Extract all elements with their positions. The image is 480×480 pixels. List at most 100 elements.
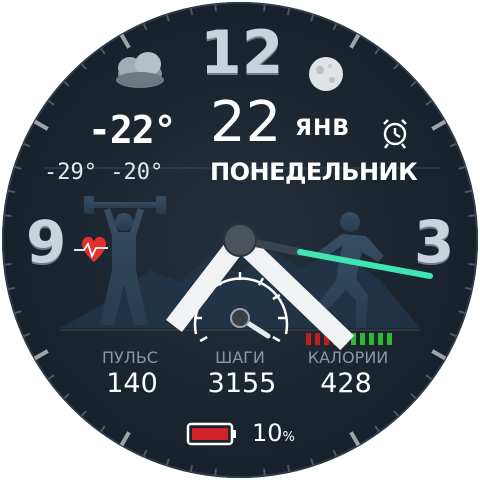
gauge-tick [257,277,265,286]
minute-tick [80,410,87,417]
minute-tick [214,468,217,476]
minute-tick [4,214,12,217]
calorie-bar [306,333,311,345]
minute-tick [142,23,148,31]
minute-tick [99,425,106,433]
minute-tick [468,263,476,266]
minute-tick [286,7,291,16]
date-month: ЯНВ [295,116,351,141]
minute-tick [80,63,87,70]
hour-marker-12: 12 [200,18,284,88]
minute-tick [374,47,381,55]
minute-tick [393,63,400,70]
temperature-range: -29° -20° [44,160,163,185]
temperature-low: -29° [44,160,97,185]
calorie-bar [378,333,383,345]
calorie-bar [360,333,365,345]
gauge-tick [272,335,281,343]
minute-tick [458,310,466,315]
gauge-tick [272,293,281,301]
minute-tick [14,310,22,315]
hour-tick [431,119,447,131]
hour-tick [33,119,49,131]
date-day[interactable]: 22 [210,90,282,155]
minute-tick [410,393,417,400]
minute-tick [310,14,315,22]
hour-tick [119,33,131,49]
minute-tick [189,464,194,473]
minute-tick [425,99,433,106]
hour-tick [33,349,49,361]
minute-tick [374,425,381,433]
hour-marker-3: 3 [414,208,455,276]
minute-tick [214,4,217,12]
hands-center-cap [223,223,257,257]
temperature-high: -20° [110,160,164,185]
minute-tick [63,393,70,400]
minute-tick [63,80,70,87]
minute-hand [225,225,355,351]
battery-icon [186,422,236,446]
battery-percent: 10% [252,419,295,447]
pulse-value[interactable]: 140 [106,368,158,399]
hour-tick [349,431,361,447]
battery-percent-value: 10 [252,419,283,447]
minute-tick [464,286,473,291]
heart-icon [74,236,108,262]
calorie-bar [324,333,329,345]
calorie-bar [315,333,320,345]
hour-tick [349,33,361,49]
calorie-bar [351,333,356,345]
minute-tick [449,332,457,338]
runner-silhouette [312,212,384,328]
minute-tick [47,99,55,106]
minute-tick [165,458,170,466]
steps-value[interactable]: 3155 [207,368,277,399]
date-weekday: ПОНЕДЕЛЬНИК [210,158,418,186]
minute-tick [47,374,55,381]
current-temperature[interactable]: -22° [88,108,177,152]
steps-label: ШАГИ [215,348,265,367]
minute-tick [7,286,16,291]
minute-tick [393,410,400,417]
calories-label: КАЛОРИИ [307,348,389,367]
minute-tick [165,14,170,22]
minute-tick [310,458,315,466]
minute-tick [14,165,22,170]
battery-fill [192,428,228,440]
minute-tick [99,47,106,55]
pulse-label: ПУЛЬС [102,348,158,367]
calorie-bar [369,333,374,345]
cloud-icon [116,52,164,88]
minute-tick [263,468,266,476]
minute-tick [23,142,31,148]
weightlifter-silhouette [84,196,166,325]
minute-tick [7,189,16,194]
minute-tick [468,214,476,217]
minute-tick [410,80,417,87]
minute-tick [263,4,266,12]
gauge-tick [199,335,208,343]
minute-tick [189,7,194,16]
minute-tick [142,449,148,457]
hour-tick [119,431,131,447]
minute-tick [23,332,31,338]
minute-tick [464,189,473,194]
minute-tick [458,165,466,170]
alarm-clock-icon[interactable] [383,119,407,149]
minute-tick [449,142,457,148]
minute-ticks [4,4,476,476]
calories-value[interactable]: 428 [320,368,372,399]
mountain-silhouette [60,250,420,328]
minute-tick [332,23,338,31]
battery-percent-unit: % [282,430,295,445]
calorie-bar [387,333,392,345]
hour-tick [431,349,447,361]
minute-tick [332,449,338,457]
hour-marker-9: 9 [26,208,67,276]
minute-tick [425,374,433,381]
minute-tick [286,464,291,473]
full-moon-icon [309,57,343,91]
